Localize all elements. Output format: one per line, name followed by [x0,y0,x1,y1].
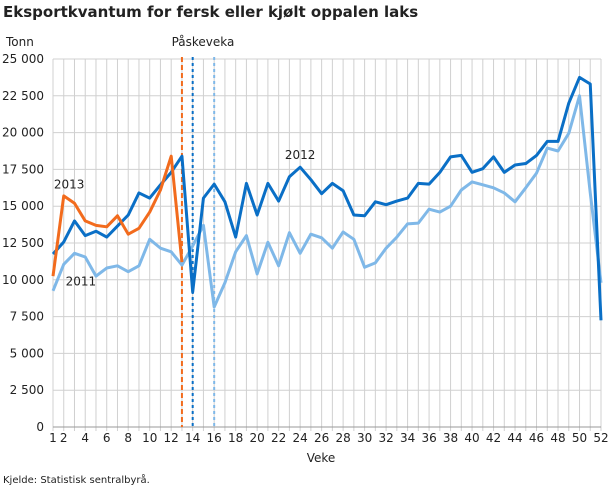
x-tick-label: 22 [271,431,286,445]
x-tick-label: 20 [250,431,265,445]
x-tick-label: 24 [292,431,307,445]
y-tick-label: 22 500 [2,89,44,103]
x-tick-label: 46 [529,431,544,445]
x-tick-label: 36 [421,431,436,445]
y-tick-label: 5 000 [10,346,44,360]
series-label-2011: 2011 [66,275,97,289]
y-tick-label: 10 000 [2,273,44,287]
x-tick-label: 18 [228,431,243,445]
chart-title: Eksportkvantum for fersk eller kjølt opp… [3,3,418,21]
x-tick-label: 30 [357,431,372,445]
x-tick-label: 14 [185,431,200,445]
x-tick-label: 28 [335,431,350,445]
x-tick-label: 2 [60,431,68,445]
easter-annotation: Påskeveka [172,35,235,49]
x-tick-label: 50 [572,431,587,445]
y-tick-label: 12 500 [2,236,44,250]
x-axis-label: Veke [307,451,336,465]
y-tick-label: 2 500 [10,383,44,397]
x-tick-label: 48 [550,431,565,445]
y-tick-label: 7 500 [10,310,44,324]
x-tick-label: 40 [464,431,479,445]
x-tick-label: 8 [124,431,132,445]
source-note: Kjelde: Statistisk sentralbyrå. [3,473,150,486]
y-tick-label: 25 000 [2,52,44,66]
x-tick-label: 38 [443,431,458,445]
y-tick-label: 17 500 [2,162,44,176]
x-tick-label: 4 [81,431,89,445]
x-tick-label: 34 [400,431,415,445]
x-tick-label: 42 [486,431,501,445]
x-tick-label: 44 [507,431,522,445]
x-tick-label: 10 [142,431,157,445]
series-label-2012: 2012 [285,148,316,162]
x-tick-label: 16 [207,431,222,445]
y-axis-label: Tonn [5,35,34,49]
x-tick-label: 6 [103,431,111,445]
x-tick-label: 52 [593,431,608,445]
x-tick-label: 12 [164,431,179,445]
y-axis: 0 2 500 5 000 7 500 10 000 12 500 15 000 17 500… [2,52,44,434]
y-tick-label: 20 000 [2,126,44,140]
x-tick-label: 32 [378,431,393,445]
x-tick-label: 1 [49,431,57,445]
x-tick-label: 26 [314,431,329,445]
y-tick-label: 0 [36,420,44,434]
y-tick-label: 15 000 [2,199,44,213]
series-label-2013: 2013 [54,178,85,192]
series-lines [53,77,601,320]
